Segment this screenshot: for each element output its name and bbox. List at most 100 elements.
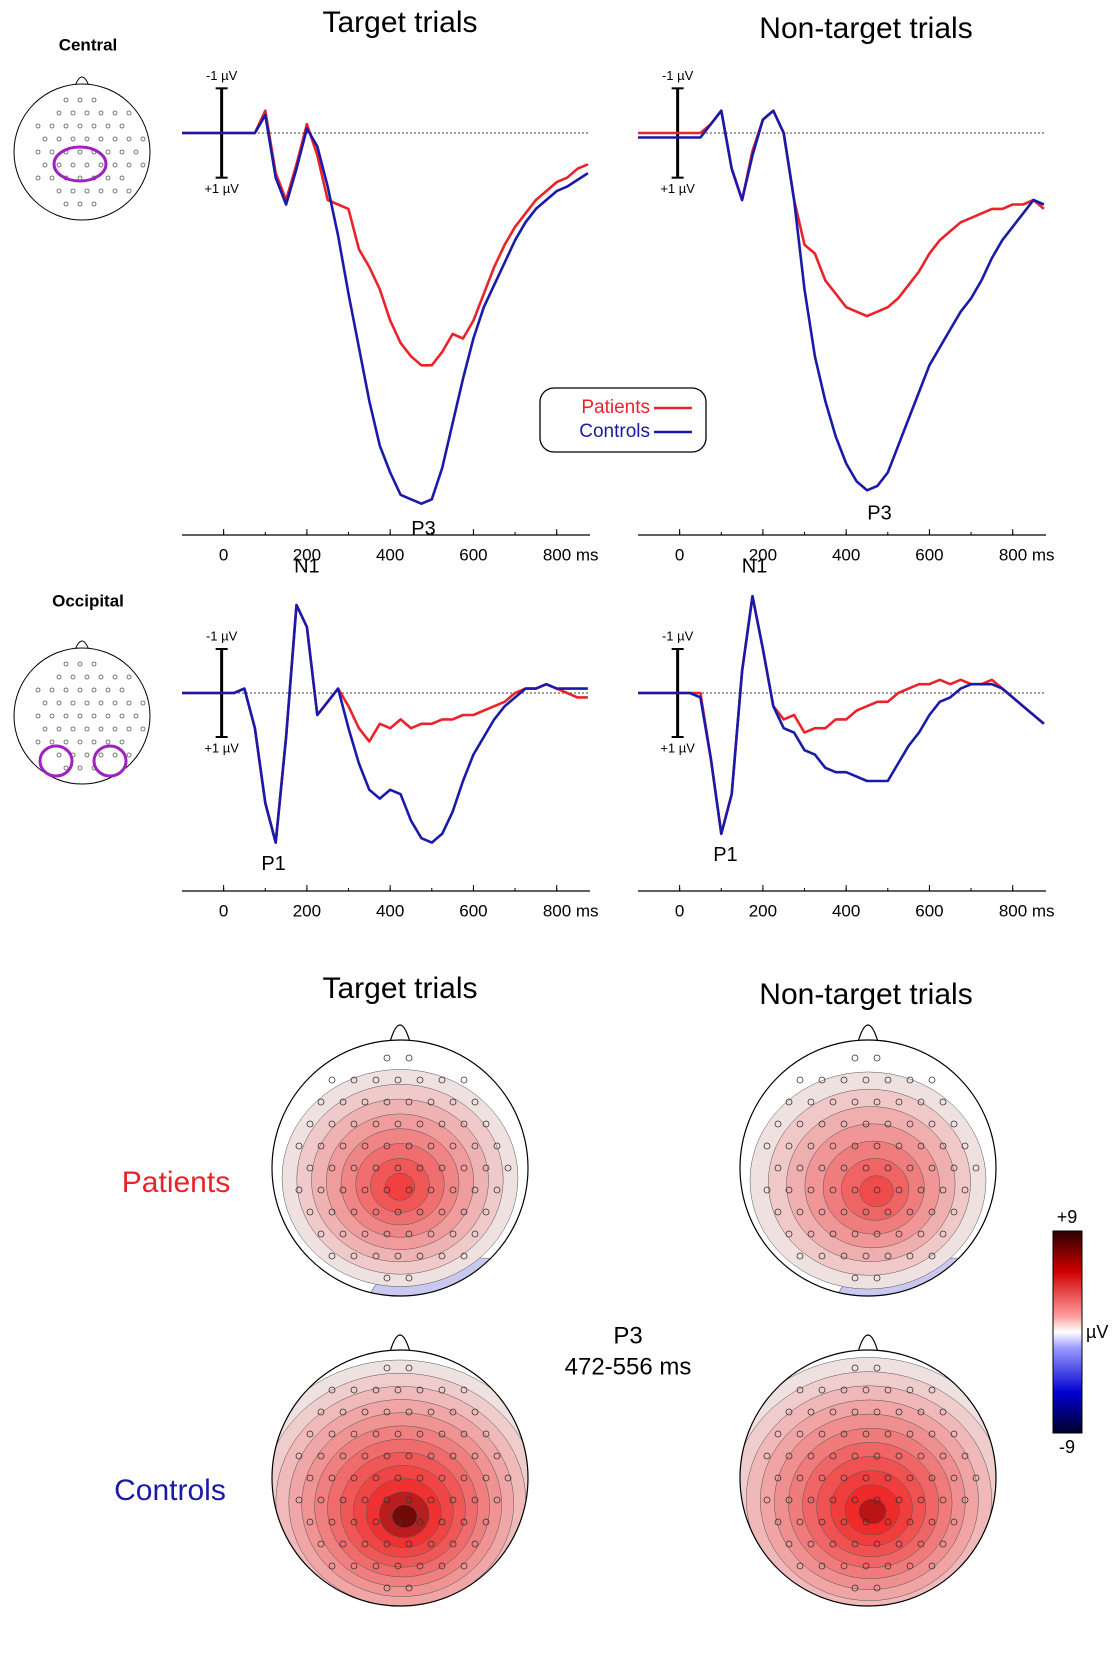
electrode bbox=[295, 1186, 303, 1194]
electrode bbox=[818, 1252, 826, 1260]
electrode bbox=[427, 1408, 435, 1416]
electrode bbox=[862, 1076, 870, 1084]
electrode bbox=[862, 1120, 870, 1128]
electrode bbox=[460, 1386, 468, 1394]
electrode bbox=[427, 1540, 435, 1548]
x-tick-label: 600 bbox=[915, 545, 943, 564]
electrode bbox=[405, 1364, 413, 1372]
electrode bbox=[339, 1230, 347, 1238]
electrode bbox=[70, 136, 76, 142]
electrode bbox=[383, 1142, 391, 1150]
electrode bbox=[84, 674, 90, 680]
electrode bbox=[460, 1120, 468, 1128]
electrode bbox=[884, 1518, 892, 1526]
electrode bbox=[785, 1540, 793, 1548]
head-outline bbox=[739, 1349, 997, 1607]
electrode bbox=[77, 661, 83, 667]
head-nose bbox=[389, 1024, 411, 1043]
electrode bbox=[405, 1452, 413, 1460]
electrode bbox=[840, 1208, 848, 1216]
electrode bbox=[796, 1076, 804, 1084]
region-highlight bbox=[92, 744, 128, 778]
electrode bbox=[862, 1164, 870, 1172]
x-tick-label: 800 ms bbox=[999, 545, 1055, 564]
electrode bbox=[383, 1496, 391, 1504]
electrode bbox=[493, 1496, 501, 1504]
electrode bbox=[895, 1540, 903, 1548]
electrode bbox=[63, 97, 69, 103]
electrode bbox=[482, 1164, 490, 1172]
electrode bbox=[840, 1386, 848, 1394]
electrode bbox=[438, 1208, 446, 1216]
erp-line bbox=[638, 109, 1045, 492]
electrode bbox=[35, 149, 41, 155]
electrode bbox=[460, 1208, 468, 1216]
electrode bbox=[416, 1474, 424, 1482]
erp-line bbox=[182, 603, 588, 844]
electrode bbox=[328, 1474, 336, 1482]
electrode bbox=[449, 1496, 457, 1504]
legend-label: Controls bbox=[579, 421, 650, 442]
electrode bbox=[840, 1164, 848, 1172]
colorbar-tick: -9 bbox=[1059, 1437, 1075, 1457]
electrode bbox=[112, 674, 118, 680]
electrode bbox=[928, 1562, 936, 1570]
x-tick-label: 0 bbox=[675, 545, 684, 564]
electrode bbox=[427, 1452, 435, 1460]
electrode bbox=[427, 1230, 435, 1238]
electrode bbox=[56, 752, 62, 758]
electrode bbox=[796, 1164, 804, 1172]
electrode bbox=[950, 1430, 958, 1438]
electrode bbox=[383, 1054, 391, 1062]
electrode bbox=[372, 1386, 380, 1394]
electrode bbox=[49, 687, 55, 693]
electrode bbox=[394, 1252, 402, 1260]
electrode bbox=[763, 1186, 771, 1194]
electrode bbox=[383, 1230, 391, 1238]
x-tick-label: 800 ms bbox=[999, 901, 1055, 920]
electrode bbox=[917, 1098, 925, 1106]
electrode bbox=[405, 1054, 413, 1062]
electrode bbox=[939, 1230, 947, 1238]
electrode bbox=[928, 1518, 936, 1526]
electrode bbox=[471, 1540, 479, 1548]
electrode bbox=[873, 1186, 881, 1194]
electrode bbox=[972, 1474, 980, 1482]
electrode bbox=[961, 1186, 969, 1194]
electrode bbox=[98, 752, 104, 758]
x-tick-label: 200 bbox=[293, 901, 321, 920]
electrode bbox=[35, 739, 41, 745]
electrode bbox=[126, 188, 132, 194]
electrode bbox=[928, 1252, 936, 1260]
electrode bbox=[939, 1186, 947, 1194]
electrode bbox=[460, 1430, 468, 1438]
legend-box bbox=[539, 387, 707, 453]
electrode bbox=[383, 1186, 391, 1194]
electrode bbox=[873, 1540, 881, 1548]
electrode bbox=[482, 1430, 490, 1438]
electrode bbox=[796, 1208, 804, 1216]
electrode bbox=[774, 1430, 782, 1438]
electrode bbox=[84, 110, 90, 116]
topo-row-title: Controls bbox=[114, 1474, 226, 1507]
electrode bbox=[405, 1540, 413, 1548]
x-tick-label: 200 bbox=[293, 545, 321, 564]
electrode bbox=[471, 1452, 479, 1460]
erp-line bbox=[638, 109, 1045, 318]
head-outline bbox=[271, 1349, 529, 1607]
electrode bbox=[56, 162, 62, 168]
electrode bbox=[361, 1142, 369, 1150]
electrode bbox=[884, 1208, 892, 1216]
electrode bbox=[884, 1430, 892, 1438]
electrode bbox=[873, 1274, 881, 1282]
electrode bbox=[895, 1496, 903, 1504]
electrode bbox=[851, 1584, 859, 1592]
y-tick-label: -1 µV bbox=[662, 68, 694, 83]
electrode bbox=[394, 1208, 402, 1216]
electrode bbox=[796, 1474, 804, 1482]
electrode bbox=[77, 149, 83, 155]
electrode bbox=[77, 739, 83, 745]
electrode bbox=[394, 1474, 402, 1482]
electrode bbox=[449, 1230, 457, 1238]
x-tick-label: 400 bbox=[832, 901, 860, 920]
